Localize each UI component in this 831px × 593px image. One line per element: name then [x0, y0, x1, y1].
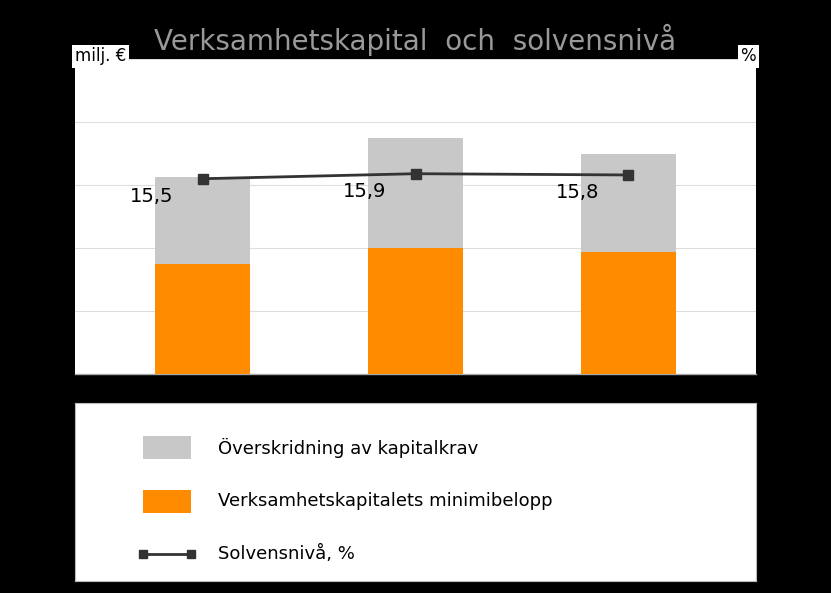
- Text: %: %: [740, 47, 756, 65]
- Text: 15,5: 15,5: [130, 187, 173, 206]
- Bar: [581, 154, 676, 252]
- Text: 15,8: 15,8: [556, 183, 599, 202]
- Bar: [143, 436, 190, 459]
- Text: 15,9: 15,9: [342, 181, 386, 200]
- Bar: [581, 252, 676, 374]
- Bar: [367, 248, 464, 374]
- Text: milj. €: milj. €: [75, 47, 126, 65]
- Bar: [155, 177, 250, 263]
- Text: Verksamhetskapital  och  solvensnivå: Verksamhetskapital och solvensnivå: [155, 24, 676, 56]
- Text: Verksamhetskapitalets minimibelopp: Verksamhetskapitalets minimibelopp: [218, 492, 553, 510]
- Bar: [155, 263, 250, 374]
- Bar: [367, 138, 464, 248]
- Text: Solvensnivå, %: Solvensnivå, %: [218, 546, 355, 563]
- Text: Överskridning av kapitalkrav: Överskridning av kapitalkrav: [218, 438, 478, 458]
- Bar: [143, 490, 190, 512]
